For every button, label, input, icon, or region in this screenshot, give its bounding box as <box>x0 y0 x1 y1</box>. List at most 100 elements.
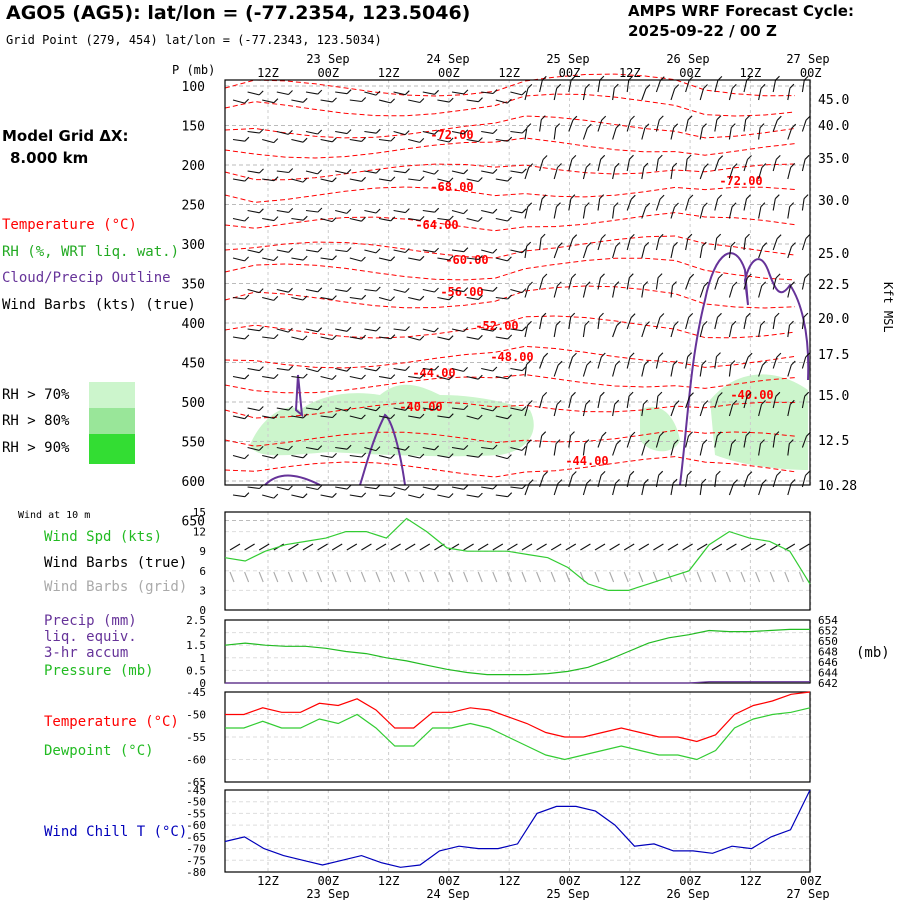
wind-barb-feather <box>258 446 264 451</box>
surface-grid-barb <box>419 571 425 583</box>
wind-barb-feather <box>599 312 604 318</box>
wind-barb-feather <box>492 89 498 94</box>
wind-barb <box>510 328 523 332</box>
wind-barb <box>597 198 601 211</box>
wind-barb-feather <box>584 202 590 207</box>
wind-barb <box>685 80 690 93</box>
wind-barb <box>524 364 528 377</box>
top-time-tick: 12Z <box>498 66 520 80</box>
wind-barb <box>568 435 572 448</box>
wind-barb-feather <box>672 360 678 366</box>
wind-barb <box>466 336 479 340</box>
wind-barb <box>437 415 450 419</box>
surface-wind-barb <box>302 543 314 551</box>
temperature-contour <box>224 212 796 232</box>
wind-barb-feather <box>688 431 693 437</box>
surface-grid-barb <box>287 571 293 583</box>
wind-barb-feather <box>492 406 498 412</box>
wind-barb-feather <box>555 123 561 128</box>
wind-barb-feather <box>463 89 469 95</box>
wind-barb <box>626 199 632 211</box>
wind-barb-feather <box>288 168 294 173</box>
wind-barb-feather <box>477 217 483 222</box>
wind-barb-feather <box>463 405 469 410</box>
wind-barb <box>714 435 718 448</box>
wind-barb-feather <box>244 256 249 262</box>
surface-wind-barb <box>317 543 328 551</box>
wind-barb-feather <box>317 367 322 372</box>
wind-barb <box>466 296 479 300</box>
wind-barb <box>481 91 494 95</box>
wind-barb-feather <box>390 216 396 222</box>
wind-barb-feather <box>572 115 578 121</box>
wind-barb <box>743 396 748 409</box>
wind-barb-feather <box>805 234 811 239</box>
wind-barb-feather <box>507 98 512 104</box>
wind-barb <box>320 257 333 261</box>
legend-temperature: Temperature (°C) <box>2 217 137 233</box>
wind-barb <box>728 325 733 338</box>
wind-barb-feather <box>434 287 439 293</box>
wind-barb <box>320 138 333 143</box>
top-date-label: 23 Sep <box>306 52 349 66</box>
wind-barb <box>510 170 523 174</box>
wind-barb <box>655 80 661 93</box>
surface-grid-barb <box>375 571 381 583</box>
wind-barb <box>553 167 559 180</box>
wind-barb <box>772 435 776 448</box>
temp-panel-tick-label: -45 <box>186 686 206 699</box>
wind-barb-feather <box>703 163 709 169</box>
surface-grid-barb <box>506 571 512 583</box>
wind-barb-feather <box>701 360 707 365</box>
surface-wind-barb <box>653 543 664 551</box>
wind-barb-feather <box>302 215 308 221</box>
wind-barb-feather <box>702 202 708 208</box>
wind-barb <box>626 356 631 369</box>
wind-barb <box>437 375 450 381</box>
wind-barb-feather <box>745 312 751 318</box>
surface-grid-barb <box>229 571 235 583</box>
wind-barb-feather <box>288 327 293 333</box>
wind-barb <box>495 415 508 420</box>
wind-barb-feather <box>629 352 635 358</box>
surface-grid-barb <box>258 571 264 583</box>
surface-grid-barb <box>769 571 775 583</box>
top-date-label: 25 Sep <box>546 52 589 66</box>
wind-barb <box>728 364 732 377</box>
surface-wind-barb <box>740 543 752 551</box>
wind-barb <box>510 486 523 490</box>
wind-barb <box>364 170 377 174</box>
wind-barb <box>466 257 479 261</box>
wind-barb <box>699 286 705 298</box>
wind-barb-feather <box>760 439 765 444</box>
wind-barb-feather <box>434 485 439 491</box>
wind-barb <box>364 209 377 214</box>
wind-barb-feather <box>521 326 527 332</box>
wind-barb-feather <box>702 123 707 129</box>
wind-barb <box>247 407 260 412</box>
wind-barb <box>495 178 508 182</box>
wind-barb <box>772 80 777 93</box>
wind-barb-feather <box>585 399 591 405</box>
temperature-contour-label: -72.00 <box>719 174 762 188</box>
wind-barb-feather <box>774 194 780 200</box>
wind-barb <box>685 396 691 409</box>
wind-barb-feather <box>361 334 366 340</box>
temperature-contour-label: -40.00 <box>730 388 773 402</box>
wind-barb-feather <box>629 470 635 476</box>
wind-barb <box>685 356 689 369</box>
wind-barb <box>305 446 318 451</box>
legend-rh90: RH > 90% <box>2 440 70 456</box>
wind-barb <box>349 296 362 300</box>
p-tick-label: 150 <box>182 120 205 135</box>
wind-barb <box>758 443 762 456</box>
wind-barb <box>714 238 718 251</box>
wind-barb <box>626 317 632 330</box>
wind-barb <box>728 404 734 417</box>
wind-barb-feather <box>361 137 367 142</box>
surface-wind-barb <box>492 543 504 551</box>
wind-barb-feather <box>463 367 468 372</box>
wind-barb-feather <box>715 470 721 476</box>
wind-barb <box>349 494 362 498</box>
wind-barb <box>437 178 450 183</box>
